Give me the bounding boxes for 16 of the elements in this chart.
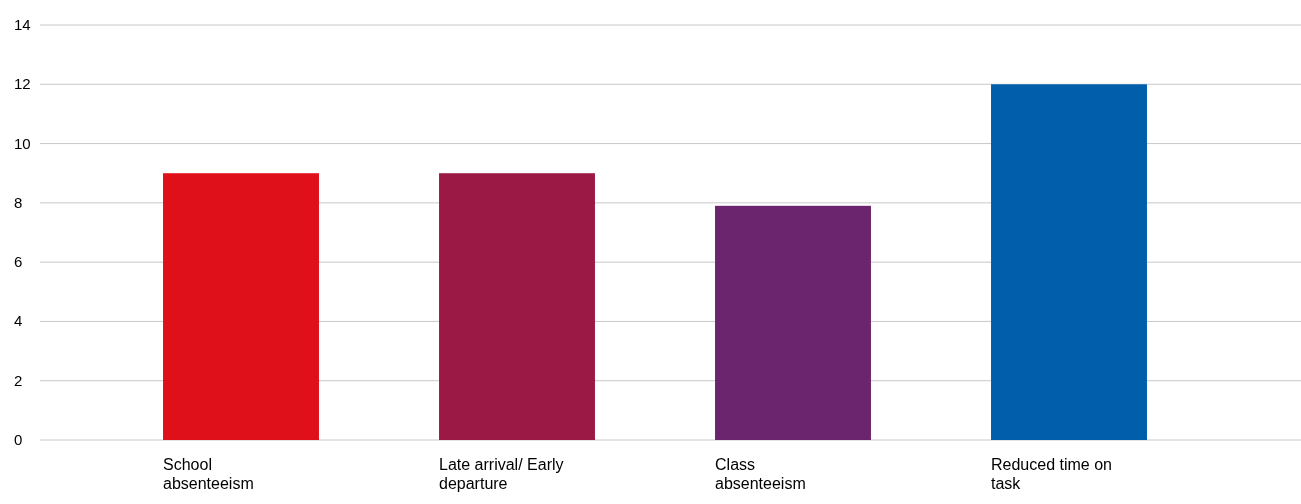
y-tick-label: 2 <box>14 371 23 389</box>
x-tick-label: School absenteeism <box>163 456 254 492</box>
y-tick-label: 6 <box>14 253 23 271</box>
bar <box>163 173 319 440</box>
x-tick-label: Reduced time on task <box>991 456 1112 492</box>
bar <box>715 205 871 440</box>
y-tick-label: 12 <box>14 75 31 93</box>
y-tick-label: 14 <box>14 16 31 33</box>
y-tick-label: 4 <box>14 312 23 330</box>
y-tick-label: 8 <box>14 193 23 211</box>
bar <box>991 84 1147 440</box>
y-tick-label: 10 <box>14 134 31 152</box>
x-tick-label: Late arrival/ Early departure <box>439 456 564 492</box>
bar <box>439 173 595 440</box>
x-tick-label: Class absenteeism <box>715 456 806 492</box>
y-tick-label: 0 <box>14 431 23 448</box>
